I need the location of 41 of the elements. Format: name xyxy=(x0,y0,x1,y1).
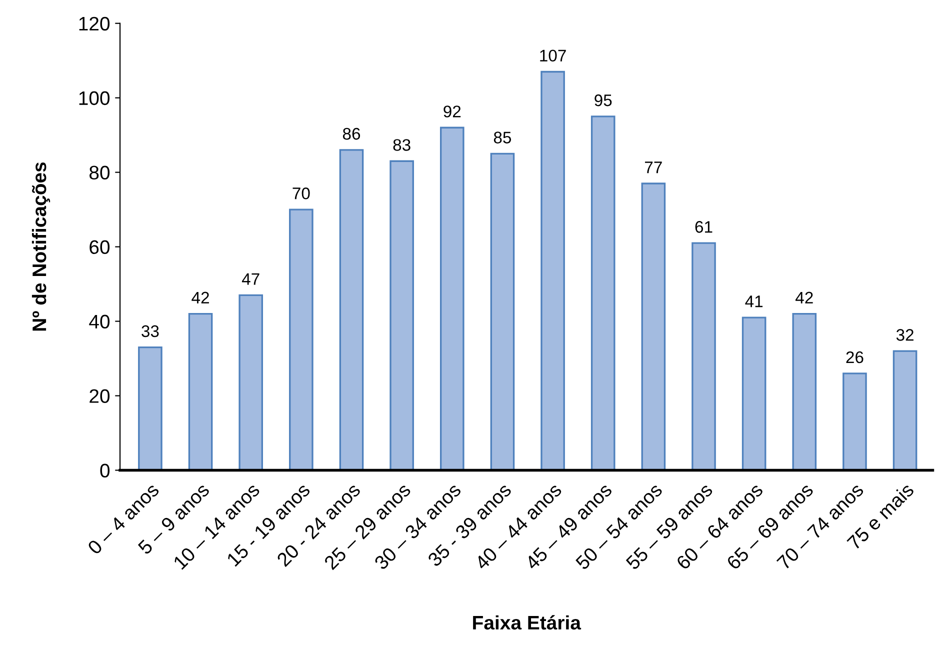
y-axis-title: Nº de Notificações xyxy=(32,162,50,331)
x-axis-title: Faixa Etária xyxy=(473,615,582,630)
bar xyxy=(339,149,364,470)
bar xyxy=(540,70,565,470)
data-label: 26 xyxy=(846,351,864,364)
y-tick-label: 100 xyxy=(79,91,110,106)
y-tick-label: 0 xyxy=(100,464,110,478)
bar xyxy=(238,294,264,470)
data-label: 70 xyxy=(292,188,310,200)
bar xyxy=(590,116,616,470)
data-label: 86 xyxy=(342,128,360,140)
data-label: 85 xyxy=(494,132,512,144)
bar xyxy=(440,126,464,470)
data-label: 41 xyxy=(745,296,763,308)
data-label: 33 xyxy=(142,325,159,338)
bar xyxy=(138,346,162,470)
y-tick-label: 20 xyxy=(90,389,110,403)
bar xyxy=(792,312,817,470)
y-tick-label: 40 xyxy=(89,314,110,329)
data-label: 92 xyxy=(444,106,461,118)
data-label: 83 xyxy=(393,139,410,151)
bar xyxy=(692,242,716,470)
data-label: 32 xyxy=(896,329,914,341)
bar xyxy=(742,316,766,470)
bar xyxy=(641,182,666,470)
data-label: 42 xyxy=(192,292,209,304)
y-tick-label: 80 xyxy=(90,166,110,180)
data-label: 95 xyxy=(594,94,612,106)
bar xyxy=(842,372,867,470)
bar xyxy=(289,208,314,470)
bar xyxy=(892,350,918,470)
data-label: 107 xyxy=(540,50,566,62)
data-label: 77 xyxy=(645,162,662,174)
data-label: 42 xyxy=(796,292,813,304)
data-label: 61 xyxy=(695,221,712,233)
bar xyxy=(188,312,213,470)
y-tick-label: 120 xyxy=(79,16,110,31)
bar xyxy=(490,152,515,470)
bar xyxy=(390,160,414,470)
y-tick-label: 60 xyxy=(90,240,110,254)
data-label: 47 xyxy=(242,273,260,285)
